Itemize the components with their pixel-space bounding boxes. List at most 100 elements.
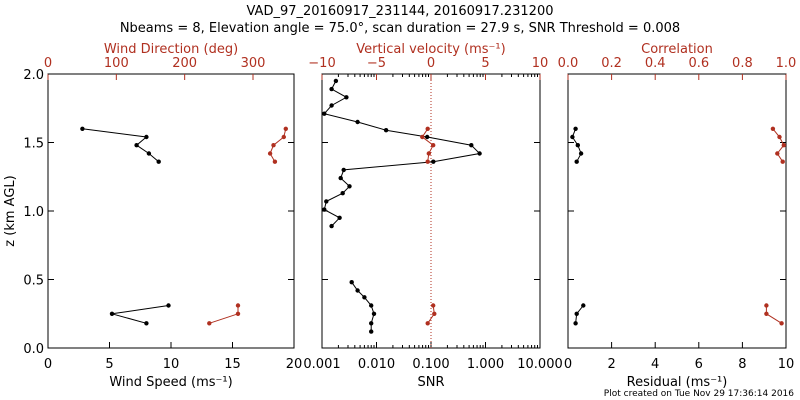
right-panel-bottom-tick-label: 10 — [778, 357, 795, 372]
left-panel-series-3-line — [209, 305, 239, 324]
left-panel-top-tick-label: 300 — [241, 56, 266, 71]
left-panel-bottom-tick-label: 15 — [224, 357, 241, 372]
right-panel-series-3-point — [764, 311, 769, 316]
y-tick-label: 1.5 — [23, 137, 44, 152]
middle-panel-series-0-point — [340, 191, 345, 196]
right-panel-series-3-point — [764, 303, 769, 308]
middle-panel-series-0-point — [329, 86, 334, 92]
left-panel-series-0-point — [134, 143, 139, 148]
middle-panel-series-0-point — [344, 95, 349, 100]
left-panel-series-0-line — [82, 128, 160, 163]
y-tick-label: 0.0 — [23, 342, 44, 357]
middle-panel-series-0-point — [355, 119, 360, 125]
left-panel-series-1-point — [166, 303, 171, 308]
middle-panel-series-1-point — [369, 329, 374, 334]
middle-panel-series-0-point — [322, 111, 327, 116]
middle-panel-bottom-axis-label: SNR — [417, 375, 444, 390]
middle-panel-bottom-tick-label: 10.000 — [517, 357, 563, 372]
middle-panel-series-1-point — [369, 303, 374, 308]
right-panel-series-0-point — [573, 126, 578, 131]
y-axis-label: z (km AGL) — [3, 175, 18, 246]
left-panel-series-3-point — [235, 311, 241, 316]
left-panel-bottom-axis-label-unit: (ms⁻¹) — [187, 375, 233, 390]
middle-panel-series-0-point — [425, 134, 430, 140]
right-panel-series-3-point — [779, 321, 784, 326]
left-panel-series-2-point — [272, 159, 278, 164]
right-panel-bottom-tick-label: 0 — [564, 357, 572, 372]
left-panel-series-1-line — [111, 305, 169, 324]
middle-panel-series-0-point — [324, 199, 329, 204]
left-panel-series-0-point — [146, 151, 152, 156]
left-panel-bottom-axis-label-text: Wind Speed — [109, 375, 187, 390]
middle-panel-bottom-tick-label: 0.001 — [303, 357, 340, 372]
right-panel-series-2-point — [777, 134, 782, 140]
right-panel-series-3-line — [765, 305, 782, 324]
middle-panel-series-0-point — [329, 223, 334, 229]
y-tick-label: 2.0 — [23, 68, 44, 83]
right-panel-top-tick-label: 0.6 — [688, 56, 709, 71]
middle-panel-series-2-point — [426, 151, 431, 156]
middle-panel-series-2-point — [425, 159, 430, 164]
y-tick-label: 1.0 — [23, 205, 44, 220]
left-panel-bottom-tick-label: 5 — [105, 357, 113, 372]
right-panel-top-axis-label: Correlation — [641, 42, 713, 57]
right-panel-bottom-axis-label-unit: (ms⁻¹) — [682, 375, 728, 390]
left-panel-series-1-point — [144, 321, 149, 326]
right-panel-bottom-tick-label: 8 — [738, 357, 746, 372]
left-panel-series-1-point — [109, 311, 115, 316]
left-panel-series-3-point — [235, 303, 241, 308]
middle-panel-series-0-point — [431, 159, 436, 164]
right-panel-series-1-point — [581, 303, 586, 308]
right-panel-series-2-point — [780, 159, 785, 164]
left-panel-bottom-axis-label: Wind Speed (ms⁻¹) — [109, 375, 232, 390]
middle-panel-series-0-point — [329, 103, 334, 108]
left-panel-bottom-tick-label: 20 — [286, 357, 303, 372]
left-panel-series-0-point — [144, 134, 149, 140]
right-panel-bottom-tick-label: 2 — [607, 357, 615, 372]
middle-panel-top-tick-label: −10 — [308, 56, 335, 71]
middle-panel-series-1-point — [362, 295, 367, 300]
figure-title: VAD_97_20160917_231144, 20160917.231200 — [247, 4, 554, 19]
right-panel-series-2-point — [781, 143, 786, 148]
middle-panel-top-tick-label: 0 — [427, 56, 435, 71]
middle-panel-top-tick-label: 5 — [481, 56, 489, 71]
middle-panel-series-0-point — [338, 175, 343, 181]
plot-created-footer: Plot created on Tue Nov 29 17:36:14 2016 — [604, 389, 794, 399]
middle-panel-top-tick-label: 10 — [532, 56, 549, 71]
right-panel-bottom-axis-label-text: Residual — [627, 375, 682, 390]
middle-panel-series-2-point — [425, 126, 430, 131]
right-panel-series-0-point — [570, 134, 575, 140]
middle-panel-series-3-point — [432, 311, 437, 316]
middle-panel-series-3-point — [431, 303, 436, 308]
middle-panel-top-axis-label-unit: (ms⁻¹) — [460, 42, 506, 57]
right-panel-series-2-point — [770, 126, 776, 131]
middle-panel-bottom-tick-label: 0.010 — [358, 357, 395, 372]
middle-panel-series-2-point — [420, 134, 425, 140]
y-tick-label: 0.5 — [23, 274, 44, 289]
right-panel-series-2-point — [775, 151, 780, 156]
right-panel-bottom-tick-label: 4 — [651, 357, 659, 372]
middle-panel-bottom-tick-label: 0.100 — [412, 357, 449, 372]
middle-panel-series-0-point — [469, 143, 474, 148]
left-panel-series-0-point — [156, 159, 161, 164]
middle-panel-series-0-line — [323, 80, 481, 227]
middle-panel-series-0-point — [383, 128, 389, 133]
right-panel-top-tick-label: 0.8 — [732, 56, 753, 71]
middle-panel-series-1-point — [355, 288, 360, 293]
middle-panel-frame — [321, 73, 541, 349]
middle-panel-top-axis-label-text: Vertical velocity — [356, 42, 460, 57]
right-panel-series-0-point — [574, 159, 579, 164]
right-panel-bottom-axis-label: Residual (ms⁻¹) — [627, 375, 728, 390]
left-panel-series-0-point — [80, 126, 85, 131]
middle-panel-series-0-point — [337, 215, 342, 220]
left-panel-series-3-point — [207, 321, 212, 326]
right-panel-top-tick-label: 1.0 — [776, 56, 797, 71]
left-panel-series-2-point — [267, 151, 273, 156]
right-panel-top-tick-label: 0.2 — [601, 56, 622, 71]
middle-panel-series-0-point — [477, 151, 482, 156]
right-panel-frame — [567, 73, 787, 349]
middle-panel-series-0-point — [333, 78, 339, 84]
left-panel-series-2-point — [281, 134, 286, 140]
